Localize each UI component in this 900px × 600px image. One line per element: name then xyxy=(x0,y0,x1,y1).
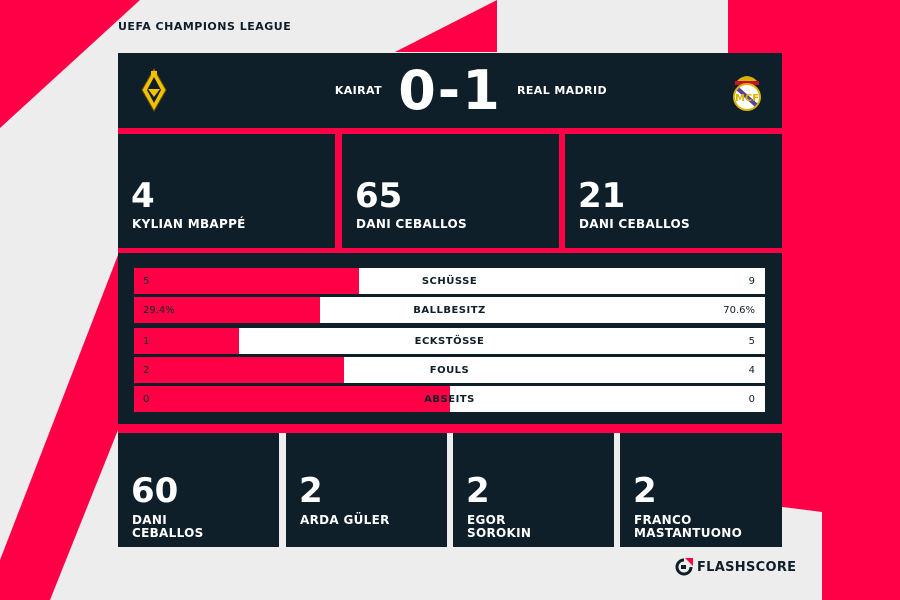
stat-row-fouls: 2 FOULS 4 xyxy=(134,357,765,383)
stat-card-2: 65 DANI CEBALLOS xyxy=(342,134,559,248)
player-card-value: 60 xyxy=(131,471,179,511)
away-value: 4 xyxy=(748,365,755,376)
player-card-name-line2: SOROKIN xyxy=(467,526,532,540)
stat-label: FOULS xyxy=(429,365,470,376)
player-card-value: 2 xyxy=(299,471,323,511)
home-share-bar xyxy=(134,357,345,383)
stat-card-player: DANI CEBALLOS xyxy=(579,217,690,231)
away-team-name: REAL MADRID xyxy=(517,84,608,97)
home-team-name: KAIRAT xyxy=(334,84,382,97)
home-share-bar xyxy=(134,268,360,294)
player-card-1: 60 DANI CEBALLOS xyxy=(118,433,279,547)
match-stats-panel: 5 SCHÜSSE 9 29.4% BALLBESITZ 70.6% 1 ECK… xyxy=(118,253,782,424)
stat-card-3: 21 DANI CEBALLOS xyxy=(565,134,782,248)
stat-row-corners: 1 ECKSTÖSSE 5 xyxy=(134,328,765,354)
svg-text:MCF: MCF xyxy=(735,93,759,104)
stat-label: ABSEITS xyxy=(424,394,475,405)
player-card-name-line2: CEBALLOS xyxy=(132,526,204,540)
stat-label: ECKSTÖSSE xyxy=(414,336,485,347)
player-card-value: 2 xyxy=(466,471,490,511)
stat-card-player: KYLIAN MBAPPÉ xyxy=(132,217,246,231)
stat-card-value: 21 xyxy=(578,176,626,216)
flashscore-logo-icon xyxy=(675,558,693,576)
stat-row-possession: 29.4% BALLBESITZ 70.6% xyxy=(134,297,765,323)
stat-card-value: 65 xyxy=(355,176,403,216)
home-share-bar xyxy=(134,297,320,323)
match-score: 0-1 xyxy=(398,59,502,122)
away-value: 5 xyxy=(748,336,755,347)
home-value: 5 xyxy=(143,276,150,287)
real-madrid-crest-icon: MCF xyxy=(733,76,761,111)
player-card-4: 2 FRANCO MASTANTUONO xyxy=(620,433,782,547)
player-card-name-line1: EGOR xyxy=(467,513,506,527)
home-share-bar xyxy=(134,386,450,412)
away-value: 9 xyxy=(748,276,755,287)
stat-card-player: DANI CEBALLOS xyxy=(356,217,467,231)
stat-row-offsides: 0 ABSEITS 0 xyxy=(134,386,765,412)
home-value: 1 xyxy=(143,336,150,347)
away-value: 70.6% xyxy=(723,305,755,316)
player-card-name-line1: DANI xyxy=(132,513,167,527)
stat-card-value: 4 xyxy=(131,176,155,216)
home-value: 29.4% xyxy=(143,305,175,316)
league-title: UEFA CHAMPIONS LEAGUE xyxy=(118,20,292,33)
home-value: 2 xyxy=(143,365,150,376)
stat-row-shots: 5 SCHÜSSE 9 xyxy=(134,268,765,294)
scoreboard: KAIRAT 0-1 REAL MADRID MCF xyxy=(118,53,782,128)
brand-name: FLASHSCORE xyxy=(697,559,797,575)
stat-card-1: 4 KYLIAN MBAPPÉ xyxy=(118,134,335,248)
away-value: 0 xyxy=(748,394,755,405)
player-card-value: 2 xyxy=(633,471,657,511)
player-card-name-line1: ARDA GÜLER xyxy=(300,513,390,527)
flashscore-brand: FLASHSCORE xyxy=(675,556,796,578)
home-share-bar xyxy=(134,328,240,354)
home-value: 0 xyxy=(143,394,150,405)
player-card-name-line2: MASTANTUONO xyxy=(634,526,743,540)
player-card-name-line1: FRANCO xyxy=(634,513,692,527)
player-card-3: 2 EGOR SOROKIN xyxy=(453,433,614,547)
kairat-crest-icon xyxy=(141,67,167,113)
player-card-2: 2 ARDA GÜLER xyxy=(286,433,447,547)
stat-label: SCHÜSSE xyxy=(421,276,478,287)
stat-label: BALLBESITZ xyxy=(413,305,486,316)
